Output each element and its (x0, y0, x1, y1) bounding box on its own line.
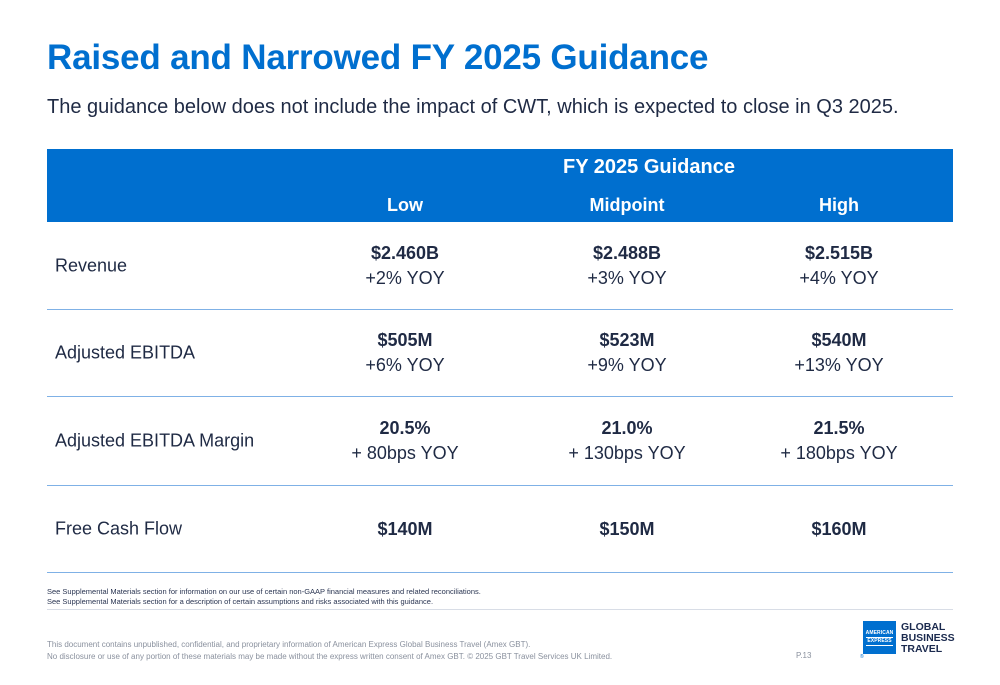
table-cell: $140M (305, 517, 505, 541)
page-subtitle: The guidance below does not include the … (47, 96, 899, 118)
legal-line: This document contains unpublished, conf… (47, 640, 531, 649)
logo-box-line: EXPRESS (866, 636, 893, 646)
cell-change: +13% YOY (794, 355, 884, 375)
table-cell: $2.460B +2% YOY (305, 241, 505, 291)
cell-change: +9% YOY (587, 355, 667, 375)
footnote: See Supplemental Materials section for i… (47, 587, 481, 596)
cell-change: +4% YOY (799, 267, 879, 288)
table-header: FY 2025 Guidance Low Midpoint High (47, 149, 953, 222)
table-cell: $523M +9% YOY (527, 328, 727, 378)
cell-change: +2% YOY (365, 267, 445, 288)
footer-divider (47, 609, 953, 610)
table-cell: $2.515B +4% YOY (739, 241, 939, 291)
table-cell: 21.0% + 130bps YOY (527, 416, 727, 466)
cell-value: $2.460B (370, 242, 440, 263)
cell-value: $2.515B (804, 242, 874, 263)
logo-text-line: TRAVEL (901, 643, 943, 655)
cell-change: + 130bps YOY (568, 443, 686, 463)
legal-line: No disclosure or use of any portion of t… (47, 652, 613, 661)
column-header-high: High (819, 195, 859, 215)
cell-change: +6% YOY (365, 355, 445, 375)
table-cell: $505M +6% YOY (305, 328, 505, 378)
cell-value: $523M (599, 330, 655, 350)
logo-box-line: AMERICAN (865, 629, 894, 636)
cell-value: $540M (811, 330, 867, 350)
legal-disclaimer: This document contains unpublished, conf… (47, 639, 612, 663)
row-label: Adjusted EBITDA Margin (55, 430, 255, 451)
amex-logo-icon: AMERICAN EXPRESS (863, 621, 896, 654)
table-row-adjusted-ebitda-margin: Adjusted EBITDA Margin 20.5% + 80bps YOY… (47, 397, 953, 486)
row-label: Free Cash Flow (55, 518, 183, 539)
row-label: Revenue (55, 255, 128, 275)
table-cell: $2.488B +3% YOY (527, 241, 727, 291)
logo-mark-icon: ® (860, 654, 864, 660)
page-title: Raised and Narrowed FY 2025 Guidance (47, 38, 709, 77)
cell-value: $150M (599, 519, 655, 539)
table-row-free-cash-flow: Free Cash Flow $140M $150M $160M (47, 486, 953, 573)
gbt-logo-text: GLOBAL BUSINESS TRAVEL (901, 622, 955, 655)
row-label: Adjusted EBITDA (55, 342, 196, 363)
cell-value: $140M (377, 519, 433, 539)
logo-text-line: GLOBAL (901, 621, 946, 633)
page-number: P.13 (796, 651, 812, 660)
table-cell: 20.5% + 80bps YOY (305, 416, 505, 466)
table-cell: $150M (527, 517, 727, 541)
footnotes: See Supplemental Materials section for i… (47, 587, 481, 607)
cell-value: 21.5% (813, 418, 865, 438)
footnote: See Supplemental Materials section for a… (47, 597, 434, 606)
cell-value: $160M (811, 519, 867, 539)
group-header: FY 2025 Guidance (563, 156, 735, 178)
cell-value: $505M (377, 330, 433, 350)
table-cell: $160M (739, 517, 939, 541)
logo-text-line: BUSINESS (901, 632, 955, 644)
column-header-low: Low (387, 195, 423, 215)
guidance-table: FY 2025 Guidance Low Midpoint High Reven… (47, 149, 953, 573)
cell-value: 20.5% (379, 418, 431, 438)
table-cell: 21.5% + 180bps YOY (739, 416, 939, 466)
table-row-adjusted-ebitda: Adjusted EBITDA $505M +6% YOY $523M +9% … (47, 310, 953, 397)
cell-change: +3% YOY (587, 267, 667, 288)
table-cell: $540M +13% YOY (739, 328, 939, 378)
cell-value: $2.488B (592, 242, 662, 263)
cell-value: 21.0% (601, 418, 653, 438)
cell-change: + 80bps YOY (351, 443, 459, 463)
cell-change: + 180bps YOY (780, 443, 898, 463)
table-row-revenue: Revenue $2.460B +2% YOY $2.488B +3% YOY … (47, 222, 953, 310)
column-header-midpoint: Midpoint (589, 195, 665, 215)
